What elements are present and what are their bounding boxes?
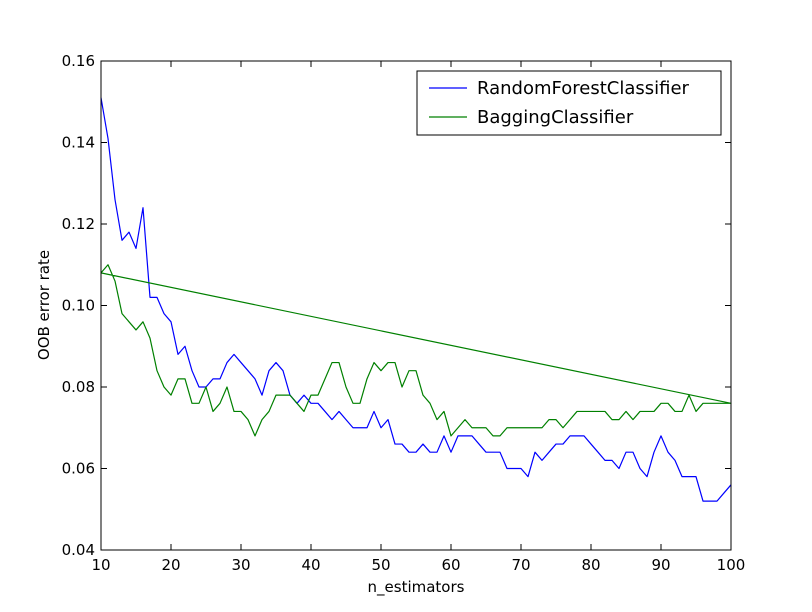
x-tick-label: 100	[717, 556, 746, 574]
y-tick-label: 0.10	[62, 297, 95, 315]
x-tick-label: 10	[91, 556, 110, 574]
x-tick-label: 20	[161, 556, 180, 574]
x-axis-ticks: 10 20 30 40 50 60 70 80 90 100	[91, 61, 745, 574]
y-tick-label: 0.12	[62, 215, 95, 233]
plot-lines	[100, 97, 732, 502]
x-tick-label: 30	[231, 556, 250, 574]
y-tick-label: 0.08	[62, 378, 95, 396]
series-line-random-forest	[100, 97, 732, 502]
y-tick-label: 0.06	[62, 460, 95, 478]
y-axis-label: OOB error rate	[35, 250, 53, 360]
series-line-bagging	[100, 264, 732, 437]
x-axis-label: n_estimators	[368, 578, 465, 597]
x-tick-label: 90	[651, 556, 670, 574]
legend-box	[416, 70, 722, 136]
legend-label: BaggingClassifier	[477, 107, 634, 128]
legend: RandomForestClassifier BaggingClassifier	[416, 70, 722, 136]
x-tick-label: 80	[581, 556, 600, 574]
y-tick-label: 0.04	[62, 541, 95, 559]
x-tick-label: 50	[371, 556, 390, 574]
legend-label: RandomForestClassifier	[477, 78, 690, 99]
y-tick-label: 0.16	[62, 52, 95, 70]
y-tick-label: 0.14	[62, 134, 95, 152]
x-tick-label: 70	[511, 556, 530, 574]
x-tick-label: 40	[301, 556, 320, 574]
x-tick-label: 60	[441, 556, 460, 574]
y-axis-ticks: 0.04 0.06 0.08 0.10 0.12 0.14 0.16	[62, 52, 731, 559]
